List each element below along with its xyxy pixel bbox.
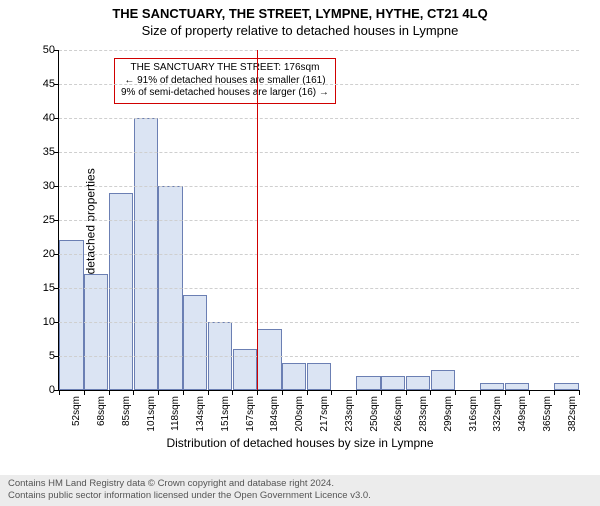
x-tick-label: 250sqm xyxy=(369,396,380,432)
histogram-bar xyxy=(381,376,405,390)
x-tick-label: 200sqm xyxy=(294,396,305,432)
x-tick-label: 299sqm xyxy=(443,396,454,432)
y-tick-label: 5 xyxy=(49,350,55,362)
histogram-bar xyxy=(406,376,430,390)
histogram-bar xyxy=(480,383,504,390)
x-tick-label: 332sqm xyxy=(492,396,503,432)
annotation-line-2: ← 91% of detached houses are smaller (16… xyxy=(121,75,329,88)
x-tick-label: 283sqm xyxy=(418,396,429,432)
histogram-bar xyxy=(59,240,83,390)
x-tick-label: 52sqm xyxy=(71,396,82,426)
x-tick-label: 68sqm xyxy=(96,396,107,426)
x-axis-label: Distribution of detached houses by size … xyxy=(0,436,600,450)
y-tick-label: 35 xyxy=(43,146,55,158)
y-tick-label: 0 xyxy=(49,384,55,396)
footer-attribution: Contains HM Land Registry data © Crown c… xyxy=(0,475,600,506)
annotation-box: THE SANCTUARY THE STREET: 176sqm ← 91% o… xyxy=(114,58,336,104)
x-tick-mark xyxy=(183,390,184,395)
x-tick-mark xyxy=(133,390,134,395)
x-tick-label: 184sqm xyxy=(269,396,280,432)
histogram-bar xyxy=(554,383,578,390)
chart-container: Number of detached properties THE SANCTU… xyxy=(0,46,600,456)
histogram-bar xyxy=(183,295,207,390)
marker-line xyxy=(257,50,258,390)
x-tick-label: 316sqm xyxy=(468,396,479,432)
gridline xyxy=(59,186,579,187)
y-tick-label: 15 xyxy=(43,282,55,294)
x-tick-mark xyxy=(232,390,233,395)
annotation-line-3: 9% of semi-detached houses are larger (1… xyxy=(121,87,329,100)
x-tick-mark xyxy=(505,390,506,395)
x-tick-mark xyxy=(356,390,357,395)
x-tick-label: 349sqm xyxy=(517,396,528,432)
gridline xyxy=(59,322,579,323)
histogram-bar xyxy=(307,363,331,390)
x-tick-mark xyxy=(257,390,258,395)
histogram-bar xyxy=(109,193,133,390)
footer-line-2: Contains public sector information licen… xyxy=(8,490,592,502)
y-tick-label: 40 xyxy=(43,112,55,124)
plot-area: THE SANCTUARY THE STREET: 176sqm ← 91% o… xyxy=(58,50,579,391)
x-tick-mark xyxy=(554,390,555,395)
y-tick-label: 10 xyxy=(43,316,55,328)
x-tick-mark xyxy=(579,390,580,395)
x-tick-mark xyxy=(84,390,85,395)
y-tick-label: 20 xyxy=(43,248,55,260)
x-tick-label: 134sqm xyxy=(195,396,206,432)
gridline xyxy=(59,288,579,289)
x-tick-mark xyxy=(282,390,283,395)
gridline xyxy=(59,152,579,153)
x-tick-label: 118sqm xyxy=(170,396,181,431)
x-tick-mark xyxy=(307,390,308,395)
x-tick-label: 85sqm xyxy=(121,396,132,426)
gridline xyxy=(59,356,579,357)
y-tick-label: 30 xyxy=(43,180,55,192)
histogram-bar xyxy=(431,370,455,390)
x-tick-mark xyxy=(109,390,110,395)
y-tick-label: 25 xyxy=(43,214,55,226)
x-tick-mark xyxy=(529,390,530,395)
x-tick-label: 101sqm xyxy=(146,396,157,432)
y-tick-label: 45 xyxy=(43,78,55,90)
gridline xyxy=(59,220,579,221)
histogram-bar xyxy=(356,376,380,390)
x-tick-label: 382sqm xyxy=(567,396,578,432)
gridline xyxy=(59,118,579,119)
x-tick-mark xyxy=(158,390,159,395)
chart-title-sub: Size of property relative to detached ho… xyxy=(0,23,600,38)
x-tick-mark xyxy=(381,390,382,395)
gridline xyxy=(59,254,579,255)
x-tick-mark xyxy=(406,390,407,395)
footer-line-1: Contains HM Land Registry data © Crown c… xyxy=(8,478,592,490)
x-tick-label: 151sqm xyxy=(220,396,231,432)
x-tick-mark xyxy=(480,390,481,395)
x-tick-mark xyxy=(331,390,332,395)
gridline xyxy=(59,84,579,85)
y-tick-label: 50 xyxy=(43,44,55,56)
x-tick-mark xyxy=(430,390,431,395)
histogram-bar xyxy=(84,274,108,390)
histogram-bar xyxy=(257,329,281,390)
x-tick-label: 217sqm xyxy=(319,396,330,432)
x-tick-label: 365sqm xyxy=(542,396,553,432)
x-tick-label: 233sqm xyxy=(344,396,355,432)
chart-title-main: THE SANCTUARY, THE STREET, LYMPNE, HYTHE… xyxy=(0,6,600,21)
x-tick-mark xyxy=(59,390,60,395)
x-tick-label: 167sqm xyxy=(245,396,256,432)
histogram-bar xyxy=(505,383,529,390)
gridline xyxy=(59,50,579,51)
annotation-line-1: THE SANCTUARY THE STREET: 176sqm xyxy=(121,62,329,75)
histogram-bar xyxy=(282,363,306,390)
x-tick-mark xyxy=(208,390,209,395)
x-tick-label: 266sqm xyxy=(393,396,404,432)
x-tick-mark xyxy=(455,390,456,395)
